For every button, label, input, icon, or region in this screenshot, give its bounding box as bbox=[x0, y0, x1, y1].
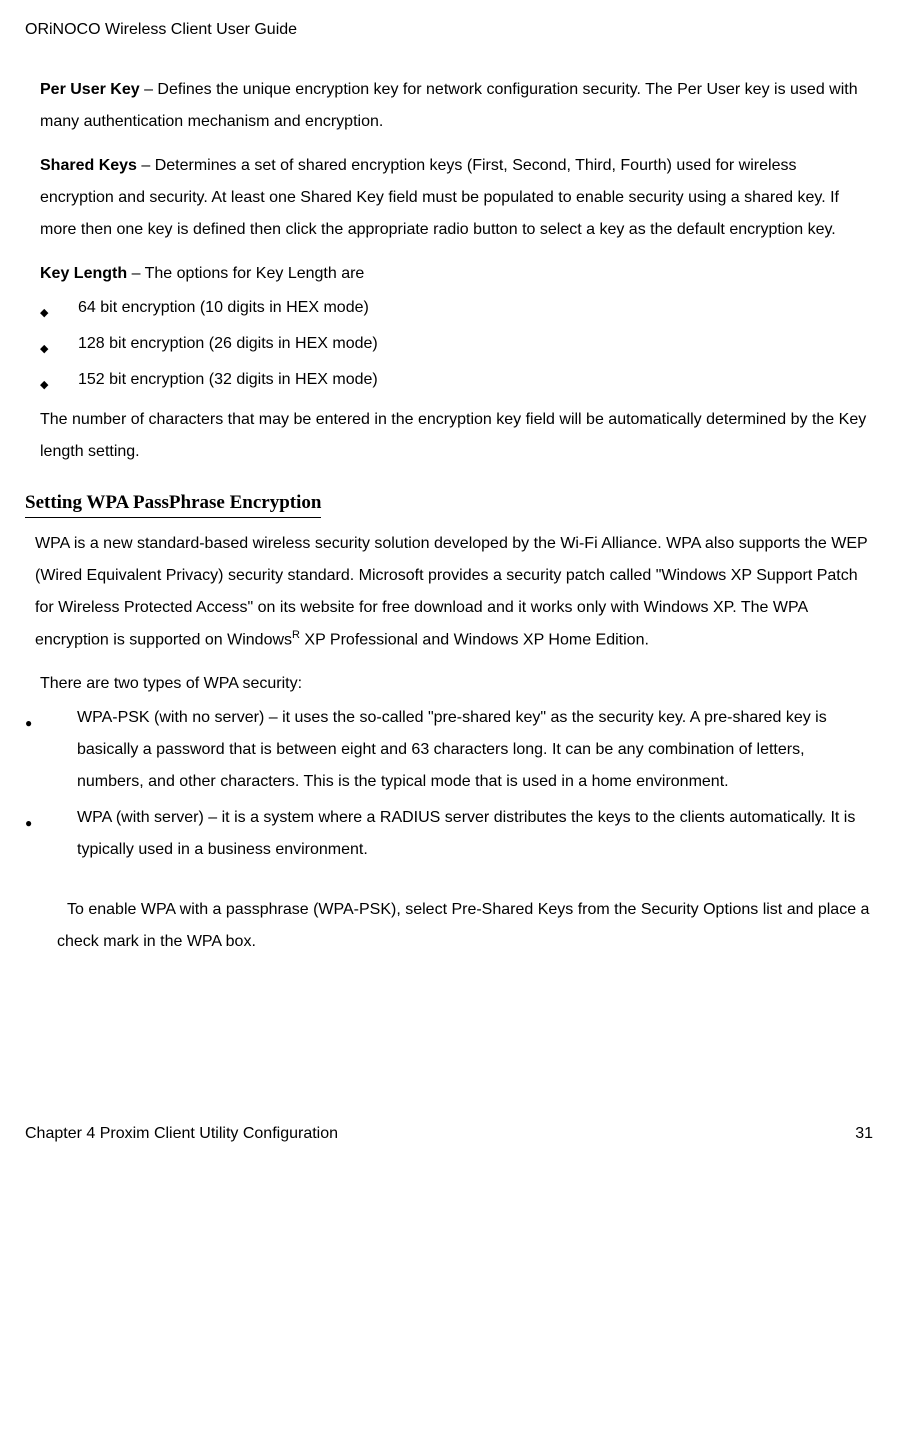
shared-keys-term: Shared Keys bbox=[40, 157, 137, 174]
shared-keys-desc: – Determines a set of shared encryption … bbox=[40, 157, 839, 238]
doc-header: ORiNOCO Wireless Client User Guide bbox=[25, 20, 873, 39]
wpa-intro-sup: R bbox=[292, 629, 300, 641]
footer-left: Chapter 4 Proxim Client Utility Configur… bbox=[25, 1118, 338, 1150]
footer: Chapter 4 Proxim Client Utility Configur… bbox=[25, 1118, 873, 1150]
list-item: 152 bit encryption (32 digits in HEX mod… bbox=[40, 364, 873, 396]
section-heading-wrap: Setting WPA PassPhrase Encryption bbox=[25, 480, 873, 528]
key-length-list: 64 bit encryption (10 digits in HEX mode… bbox=[25, 292, 873, 396]
shared-keys-para: Shared Keys – Determines a set of shared… bbox=[40, 150, 873, 246]
per-user-key-term: Per User Key bbox=[40, 81, 140, 98]
key-length-term: Key Length bbox=[40, 265, 127, 282]
list-item: 128 bit encryption (26 digits in HEX mod… bbox=[40, 328, 873, 360]
key-length-desc: – The options for Key Length are bbox=[127, 265, 364, 282]
enable-wpa-text: To enable WPA with a passphrase (WPA-PSK… bbox=[57, 901, 869, 950]
per-user-key-desc: – Defines the unique encryption key for … bbox=[40, 81, 858, 130]
enable-wpa-para: To enable WPA with a passphrase (WPA-PSK… bbox=[57, 894, 873, 958]
per-user-key-para: Per User Key – Defines the unique encryp… bbox=[40, 74, 873, 138]
list-item: WPA (with server) – it is a system where… bbox=[25, 802, 873, 866]
key-length-para: Key Length – The options for Key Length … bbox=[40, 258, 873, 290]
wpa-intro-para: WPA is a new standard-based wireless sec… bbox=[35, 528, 873, 656]
auto-determined-para: The number of characters that may be ent… bbox=[40, 404, 873, 468]
two-types-para: There are two types of WPA security: bbox=[40, 668, 873, 700]
wpa-intro-post: XP Professional and Windows XP Home Edit… bbox=[300, 631, 649, 648]
list-item: WPA-PSK (with no server) – it uses the s… bbox=[25, 702, 873, 798]
list-item: 64 bit encryption (10 digits in HEX mode… bbox=[40, 292, 873, 324]
footer-right: 31 bbox=[855, 1118, 873, 1150]
section-heading: Setting WPA PassPhrase Encryption bbox=[25, 490, 321, 518]
wpa-types-list: WPA-PSK (with no server) – it uses the s… bbox=[25, 702, 873, 866]
